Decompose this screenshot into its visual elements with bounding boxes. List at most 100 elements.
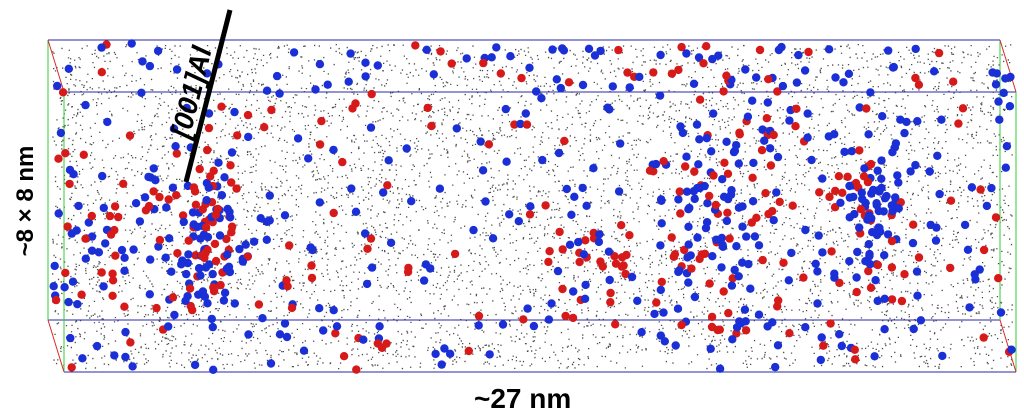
solute-atom-blue: [660, 337, 669, 346]
solute-atom-red: [519, 315, 528, 324]
solute-atom-blue: [205, 260, 214, 269]
solute-atom-red: [211, 256, 221, 266]
solute-atom-red: [411, 41, 420, 50]
solute-atom-blue: [487, 53, 496, 62]
solute-atom-blue: [266, 359, 276, 368]
solute-atom-blue: [760, 136, 769, 145]
solute-atom-blue: [559, 46, 569, 55]
solute-atom-blue: [703, 199, 712, 208]
solute-atom-red: [711, 200, 720, 210]
solute-atom-blue: [196, 234, 205, 243]
solute-atom-blue: [694, 160, 703, 169]
direction-pointer: [183, 9, 233, 183]
solute-atom-blue: [299, 346, 309, 355]
solute-atom-blue: [712, 235, 721, 244]
solute-atom-red: [119, 179, 128, 188]
solute-atom-red: [697, 250, 706, 259]
solute-atom-blue: [50, 261, 59, 271]
solute-atom-layer: [49, 39, 1016, 374]
solute-atom-blue: [678, 128, 688, 138]
solute-atom-blue: [931, 236, 941, 245]
solute-atom-red: [209, 287, 219, 296]
solute-atom-blue: [932, 223, 941, 232]
solute-atom-blue: [860, 164, 869, 173]
solute-atom-blue: [167, 267, 176, 276]
solute-atom-red: [758, 255, 767, 265]
solute-atom-red: [243, 110, 253, 120]
solute-atom-red: [307, 273, 317, 283]
solute-atom-red: [172, 191, 181, 200]
solute-atom-blue: [987, 183, 996, 193]
solute-atom-blue: [194, 264, 204, 273]
solute-atom-blue: [845, 213, 854, 222]
solute-atom-red: [622, 250, 631, 260]
solute-atom-blue: [184, 250, 193, 259]
solute-atom-red: [545, 247, 554, 256]
solute-atom-blue: [151, 176, 160, 185]
solute-atom-blue: [99, 282, 108, 291]
solute-atom-blue: [315, 304, 324, 313]
solute-atom-blue: [72, 226, 81, 235]
solute-atom-blue: [506, 52, 515, 61]
solute-atom-blue: [816, 355, 825, 365]
solute-atom-red: [851, 178, 861, 188]
solute-atom-blue: [824, 45, 834, 54]
solute-atom-red: [79, 150, 89, 159]
solute-atom-blue: [682, 152, 691, 161]
solute-atom-blue: [68, 277, 78, 286]
solute-atom-blue: [857, 188, 866, 197]
solute-atom-red: [484, 140, 494, 149]
solute-atom-blue: [690, 292, 700, 302]
solute-atom-blue: [164, 322, 173, 331]
solute-atom-blue: [97, 43, 106, 52]
solute-atom-red: [544, 257, 553, 267]
solute-atom-red: [611, 320, 620, 329]
solute-atom-red: [911, 73, 920, 83]
solute-atom-red: [186, 301, 195, 311]
solute-atom-blue: [289, 48, 299, 57]
solute-atom-red: [254, 300, 264, 309]
solute-atom-blue: [244, 330, 253, 339]
solute-atom-red: [690, 167, 699, 176]
solute-atom-blue: [204, 183, 213, 192]
solute-atom-blue: [650, 309, 659, 319]
solute-atom-blue: [873, 296, 882, 306]
solute-atom-red: [144, 201, 154, 211]
solute-atom-blue: [689, 187, 698, 196]
solute-atom-blue: [868, 228, 877, 237]
solute-atom-red: [862, 104, 871, 113]
solute-atom-red: [649, 68, 658, 77]
solute-atom-red: [699, 59, 708, 68]
solute-atom-red: [558, 245, 567, 254]
solute-atom-blue: [154, 242, 163, 251]
solute-atom-blue: [737, 318, 746, 328]
solute-atom-blue: [818, 174, 827, 183]
solute-atom-red: [792, 104, 801, 114]
solute-atom-red: [819, 341, 828, 350]
solute-atom-blue: [579, 250, 589, 259]
solute-atom-blue: [149, 164, 158, 173]
solute-atom-red: [762, 114, 771, 123]
solute-atom-red: [979, 245, 989, 255]
solute-atom-blue: [684, 278, 693, 287]
solute-atom-blue: [227, 148, 237, 157]
solute-atom-red: [222, 234, 231, 244]
solute-atom-blue: [194, 290, 203, 299]
solute-atom-red: [204, 123, 214, 133]
solute-atom-blue: [676, 122, 685, 131]
solute-atom-blue: [131, 199, 141, 208]
solute-atom-blue: [203, 299, 212, 308]
solute-atom-blue: [684, 222, 693, 231]
solute-atom-red: [173, 249, 182, 258]
solute-atom-red: [715, 325, 724, 334]
solute-atom-blue: [682, 49, 691, 58]
solute-atom-blue: [836, 198, 845, 207]
solute-atom-blue: [103, 117, 112, 127]
solute-atom-blue: [145, 61, 155, 71]
solute-atom-blue: [99, 203, 109, 213]
solute-atom-red: [126, 338, 135, 347]
solute-atom-red: [227, 178, 236, 187]
solute-atom-blue: [674, 195, 683, 204]
solute-atom-blue: [657, 219, 666, 228]
solute-atom-blue: [189, 220, 198, 229]
